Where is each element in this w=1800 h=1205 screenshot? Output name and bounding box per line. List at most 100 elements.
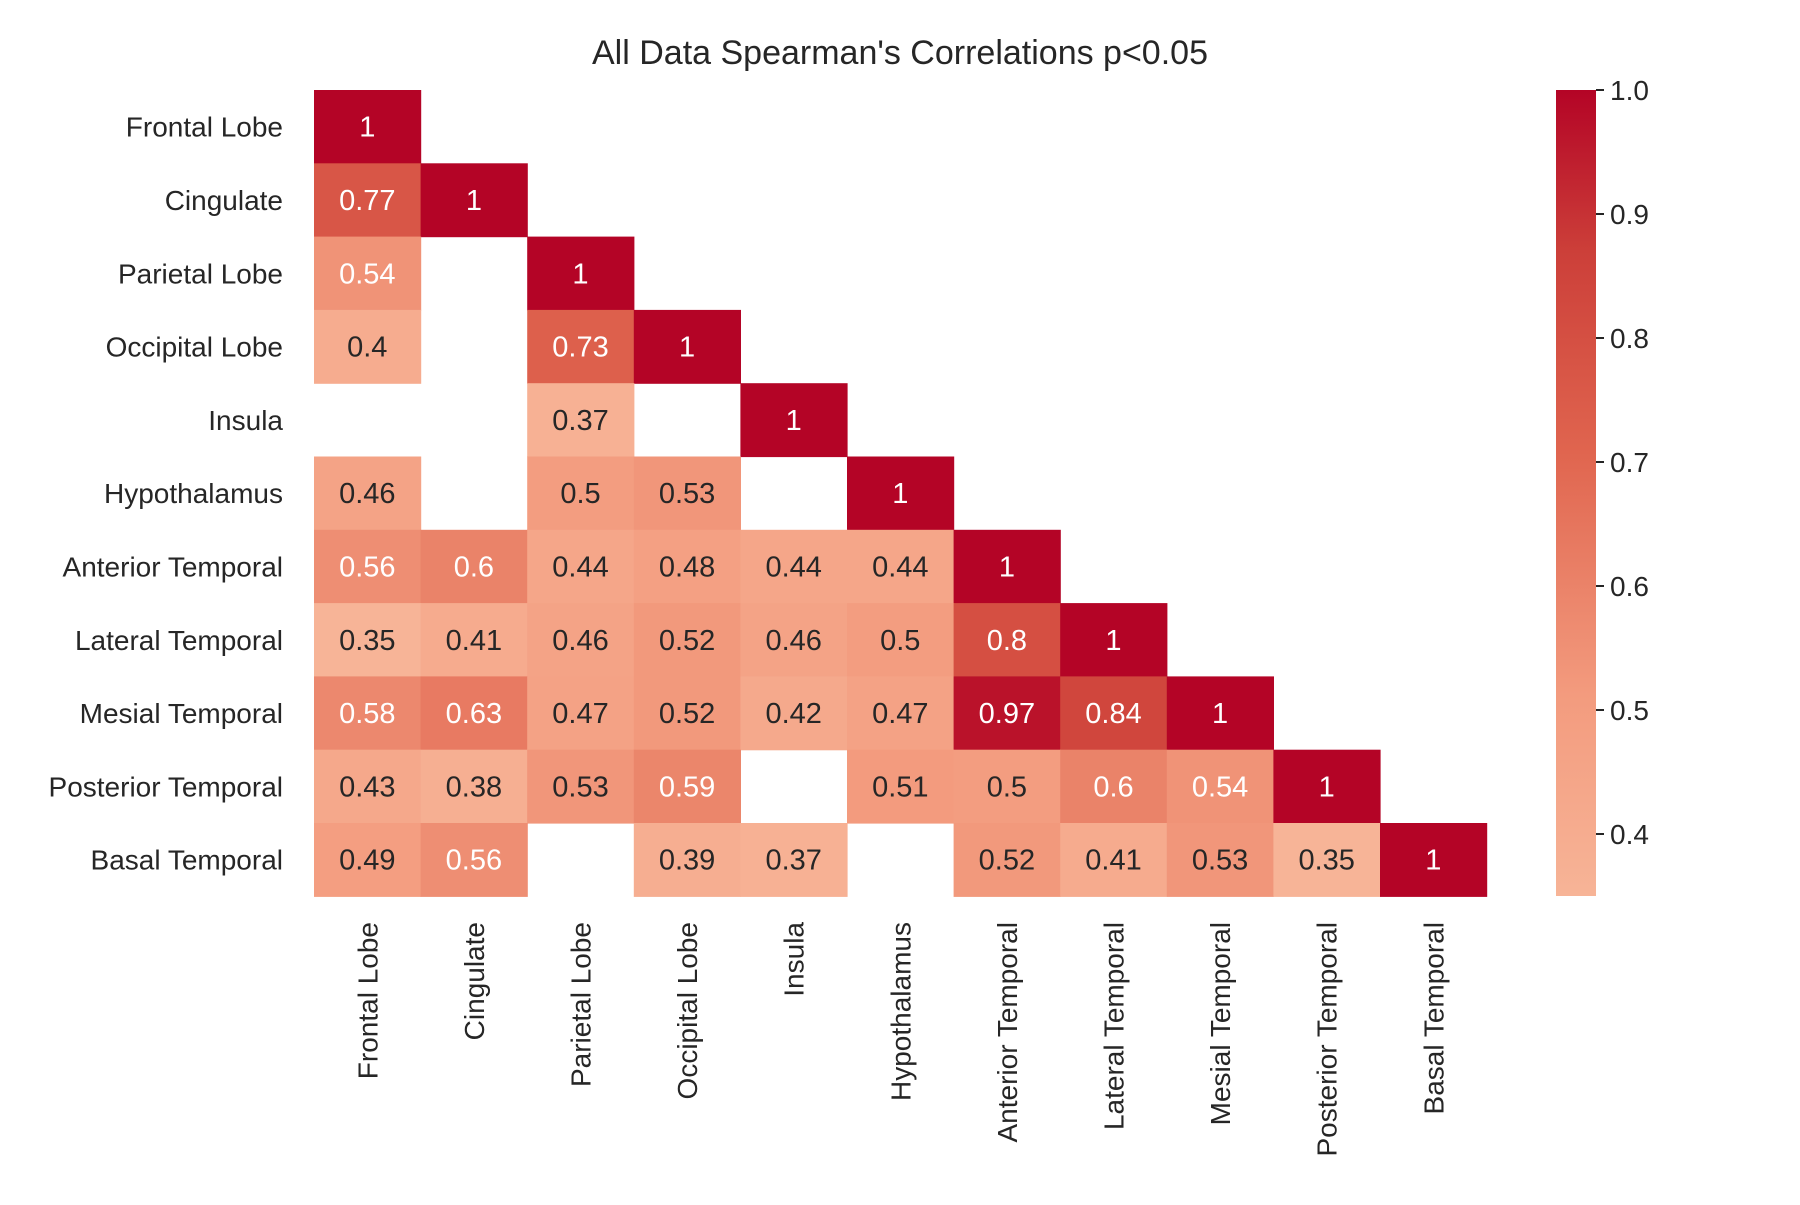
heatmap-cell [314, 163, 422, 238]
heatmap-cell [740, 529, 848, 604]
column-tick-label: Mesial Temporal [1205, 922, 1236, 1125]
cell-value-label: 0.46 [552, 625, 608, 657]
column-tick-label: Basal Temporal [1418, 922, 1449, 1114]
cell-value-label: 0.56 [446, 845, 502, 877]
cell-value-label: 0.47 [872, 698, 928, 730]
heatmap-cell [527, 603, 635, 677]
heatmap-cell [1273, 749, 1381, 824]
row-tick-label: Insula [208, 405, 283, 436]
heatmap-cell [527, 309, 635, 384]
heatmap-cell [740, 603, 848, 677]
cell-value-label: 1 [999, 551, 1015, 583]
chart-title: All Data Spearman's Correlations p<0.05 [592, 34, 1208, 72]
cell-value-label: 0.48 [659, 551, 715, 583]
cell-value-label: 0.53 [552, 771, 608, 803]
cell-value-label: 0.53 [659, 478, 715, 510]
cell-value-label: 0.44 [872, 551, 928, 583]
colorbar-tick-label: 0.5 [1610, 695, 1649, 726]
heatmap-cell [847, 676, 955, 751]
heatmap-cell [740, 823, 848, 897]
colorbar-tick-label: 0.8 [1610, 323, 1649, 354]
cell-value-label: 1 [359, 112, 375, 144]
cell-value-label: 0.6 [454, 551, 494, 583]
colorbar-tick-label: 0.4 [1610, 819, 1649, 850]
cell-value-label: 0.97 [979, 698, 1035, 730]
cell-value-label: 1 [1319, 771, 1335, 803]
row-tick-label: Parietal Lobe [118, 258, 283, 289]
cell-value-label: 0.46 [339, 478, 395, 510]
heatmap-cell [527, 749, 635, 824]
cell-value-label: 0.8 [987, 625, 1027, 657]
cell-value-label: 0.38 [446, 771, 502, 803]
column-tick-label: Parietal Lobe [566, 922, 597, 1087]
cell-value-label: 1 [786, 405, 802, 437]
heatmap-cell [314, 603, 422, 677]
cell-value-label: 0.73 [552, 332, 608, 364]
cell-value-label: 0.35 [339, 625, 395, 657]
heatmap-cell [633, 529, 741, 604]
heatmap-cell [953, 749, 1061, 824]
heatmap-cell [847, 603, 955, 677]
heatmap-cell [314, 823, 422, 897]
cell-value-label: 0.5 [560, 478, 600, 510]
cell-value-label: 0.56 [339, 551, 395, 583]
column-tick-label: Occipital Lobe [672, 922, 703, 1099]
heatmap-cell [527, 676, 635, 751]
heatmap-cell [740, 676, 848, 751]
heatmap-cell [314, 456, 422, 531]
heatmap-cells: 1 0.77 1 0.54 1 0.4 0.73 1 0.37 1 0.46 0.5 0.53 1 0.56… [314, 90, 1488, 897]
heatmap-cell [847, 529, 955, 604]
column-tick-label: Cingulate [459, 922, 490, 1040]
heatmap-cell [527, 236, 635, 311]
heatmap-cell [314, 236, 422, 311]
cell-value-label: 0.39 [659, 845, 715, 877]
row-tick-label: Hypothalamus [104, 478, 283, 509]
heatmap-cell [314, 90, 422, 164]
heatmap-cell [314, 529, 422, 604]
cell-value-label: 0.5 [987, 771, 1027, 803]
cell-value-label: 0.54 [1192, 771, 1248, 803]
cell-value-label: 0.59 [659, 771, 715, 803]
heatmap-cell [527, 456, 635, 531]
cell-value-label: 0.46 [765, 625, 821, 657]
cell-value-label: 0.84 [1085, 698, 1141, 730]
cell-value-label: 0.41 [446, 625, 502, 657]
row-tick-label: Basal Temporal [91, 845, 283, 876]
heatmap-cell [953, 529, 1061, 604]
heatmap-cell [314, 309, 422, 384]
cell-value-label: 0.53 [1192, 845, 1248, 877]
cell-value-label: 1 [1425, 845, 1441, 877]
cell-value-label: 0.47 [552, 698, 608, 730]
column-tick-label: Hypothalamus [885, 922, 916, 1101]
heatmap-cell [420, 676, 528, 751]
cell-value-label: 1 [1212, 698, 1228, 730]
column-labels: Frontal Lobe Cingulate Parietal Lobe Occipi… [352, 922, 1449, 1157]
heatmap-cell [633, 603, 741, 677]
column-tick-label: Insula [779, 922, 810, 997]
cell-value-label: 0.44 [552, 551, 608, 583]
cell-value-label: 0.5 [880, 625, 920, 657]
heatmap-cell [740, 383, 848, 458]
heatmap-cell [1060, 676, 1168, 751]
heatmap-cell [314, 676, 422, 751]
row-labels: Frontal Lobe Cingulate Parietal Lobe Occipi… [49, 112, 284, 876]
heatmap-cell [633, 309, 741, 384]
cell-value-label: 1 [572, 258, 588, 290]
cell-value-label: 1 [892, 478, 908, 510]
heatmap-cell [953, 676, 1061, 751]
cell-value-label: 0.54 [339, 258, 395, 290]
colorbar-tick-label: 0.7 [1610, 447, 1649, 478]
cell-value-label: 0.6 [1093, 771, 1133, 803]
cell-value-label: 0.52 [659, 625, 715, 657]
heatmap-cell [1380, 823, 1488, 897]
colorbar-gradient [1556, 90, 1596, 896]
heatmap-cell [420, 163, 528, 238]
colorbar-tick-label: 0.6 [1610, 571, 1649, 602]
column-tick-label: Posterior Temporal [1312, 922, 1343, 1156]
heatmap-cell [1166, 823, 1274, 897]
heatmap-cell [1060, 749, 1168, 824]
cell-value-label: 0.42 [765, 698, 821, 730]
cell-value-label: 0.51 [872, 771, 928, 803]
cell-value-label: 1 [466, 185, 482, 217]
